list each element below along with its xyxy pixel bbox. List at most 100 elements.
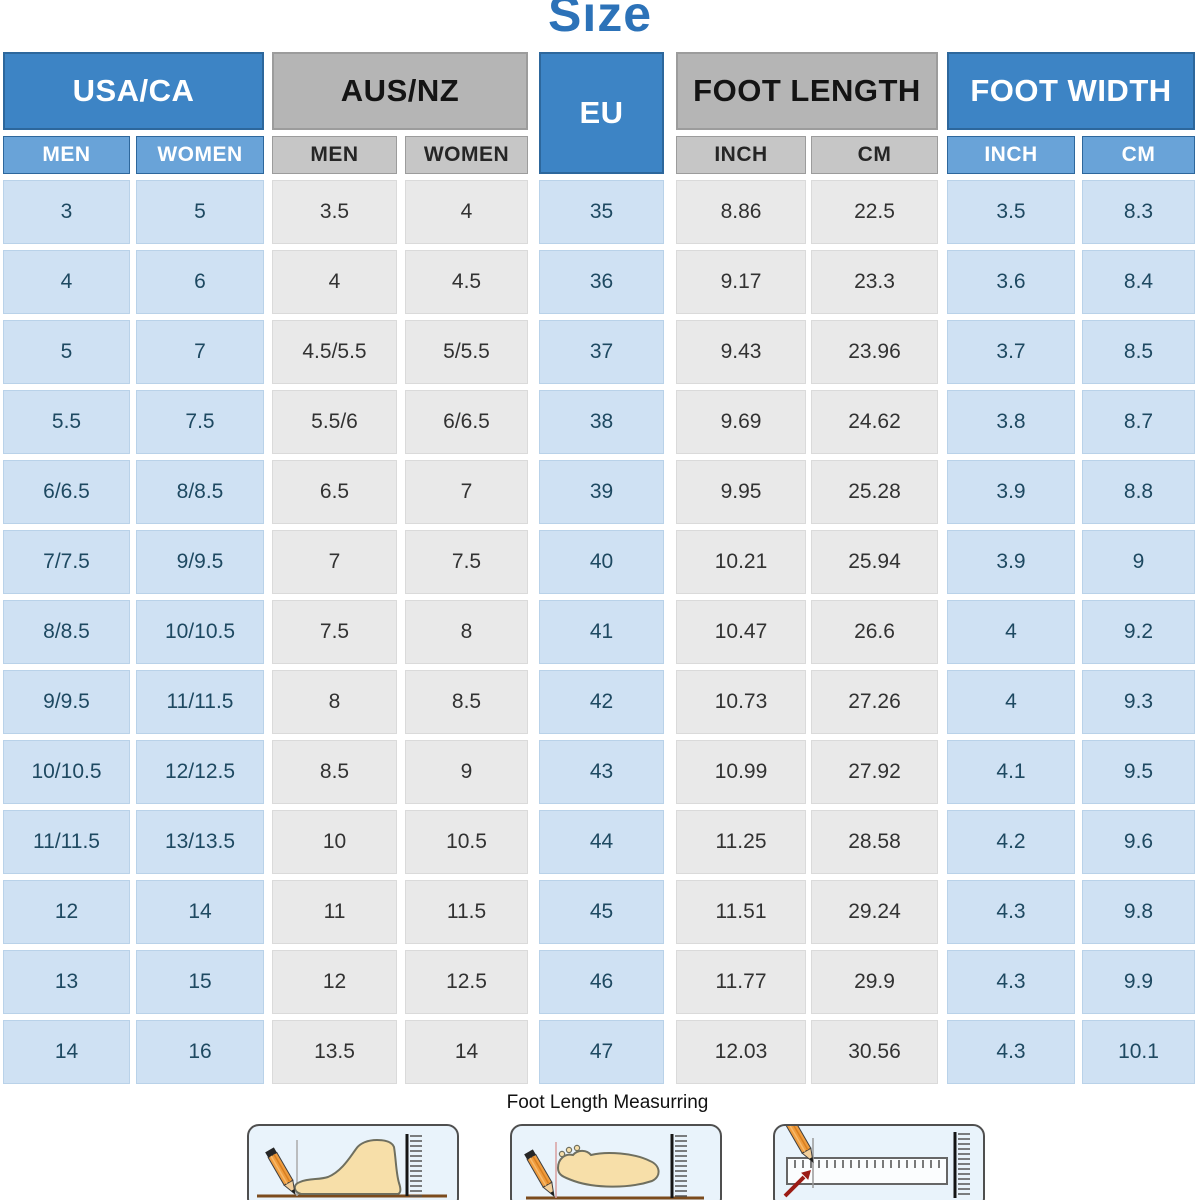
size-cell: 26.6 — [811, 600, 938, 664]
size-cell: 8.3 — [1082, 180, 1195, 244]
size-cell: 11 — [272, 880, 397, 944]
size-cell: 10.5 — [405, 810, 528, 874]
size-cell: 13 — [3, 950, 130, 1014]
subheader-length-inch: INCH — [676, 136, 806, 174]
subheader-width-cm: CM — [1082, 136, 1195, 174]
size-cell: 10/10.5 — [3, 740, 130, 804]
size-cell: 3.9 — [947, 530, 1075, 594]
size-cell: 22.5 — [811, 180, 938, 244]
foot-side-measuring-box — [247, 1124, 459, 1200]
size-cell: 8.5 — [1082, 320, 1195, 384]
size-cell: 5.5 — [3, 390, 130, 454]
size-cell: 9.6 — [1082, 810, 1195, 874]
size-cell: 4 — [947, 600, 1075, 664]
subheader-width-inch: INCH — [947, 136, 1075, 174]
size-cell: 12.03 — [676, 1020, 806, 1084]
size-cell: 37 — [539, 320, 664, 384]
ruler-measuring-icon — [783, 1126, 970, 1198]
size-cell: 8.7 — [1082, 390, 1195, 454]
measuring-illustrations — [247, 1124, 985, 1200]
size-cell: 47 — [539, 1020, 664, 1084]
size-cell: 14 — [3, 1020, 130, 1084]
size-cell: 8/8.5 — [136, 460, 264, 524]
size-cell: 10.99 — [676, 740, 806, 804]
subheader-usa-women: WOMEN — [136, 136, 264, 174]
size-cell: 12 — [3, 880, 130, 944]
size-cell: 23.96 — [811, 320, 938, 384]
size-cell: 15 — [136, 950, 264, 1014]
size-cell: 7.5 — [272, 600, 397, 664]
size-cell: 6/6.5 — [405, 390, 528, 454]
size-cell: 9.95 — [676, 460, 806, 524]
size-cell: 11/11.5 — [3, 810, 130, 874]
size-cell: 11.5 — [405, 880, 528, 944]
size-cell: 38 — [539, 390, 664, 454]
size-cell: 8.4 — [1082, 250, 1195, 314]
size-cell: 3.6 — [947, 250, 1075, 314]
foot-sole-measuring-icon — [524, 1134, 704, 1200]
size-cell: 35 — [539, 180, 664, 244]
size-cell: 11/11.5 — [136, 670, 264, 734]
subheader-aus-men: MEN — [272, 136, 397, 174]
size-cell: 7.5 — [136, 390, 264, 454]
subheader-aus-women: WOMEN — [405, 136, 528, 174]
header-foot-width: FOOT WIDTH — [947, 52, 1195, 130]
size-cell: 27.92 — [811, 740, 938, 804]
size-cell: 3.7 — [947, 320, 1075, 384]
ruler-measuring-box — [773, 1124, 985, 1200]
subheader-usa-men: MEN — [3, 136, 130, 174]
size-cell: 9 — [1082, 530, 1195, 594]
header-foot-length: FOOT LENGTH — [676, 52, 938, 130]
size-cell: 4 — [405, 180, 528, 244]
size-cell: 8.86 — [676, 180, 806, 244]
size-cell: 8/8.5 — [3, 600, 130, 664]
size-cell: 30.56 — [811, 1020, 938, 1084]
size-cell: 36 — [539, 250, 664, 314]
size-cell: 9.9 — [1082, 950, 1195, 1014]
size-cell: 4.1 — [947, 740, 1075, 804]
size-cell: 29.24 — [811, 880, 938, 944]
size-cell: 25.94 — [811, 530, 938, 594]
size-cell: 42 — [539, 670, 664, 734]
size-cell: 10.73 — [676, 670, 806, 734]
size-cell: 24.62 — [811, 390, 938, 454]
size-cell: 9.5 — [1082, 740, 1195, 804]
size-cell: 7/7.5 — [3, 530, 130, 594]
size-cell: 14 — [136, 880, 264, 944]
size-cell: 23.3 — [811, 250, 938, 314]
size-cell: 4 — [947, 670, 1075, 734]
size-cell: 39 — [539, 460, 664, 524]
size-cell: 10.1 — [1082, 1020, 1195, 1084]
size-cell: 9 — [405, 740, 528, 804]
size-cell: 6/6.5 — [3, 460, 130, 524]
size-cell: 9.43 — [676, 320, 806, 384]
size-cell: 7 — [405, 460, 528, 524]
size-cell: 25.28 — [811, 460, 938, 524]
size-cell: 45 — [539, 880, 664, 944]
size-cell: 3.5 — [272, 180, 397, 244]
size-cell: 3.5 — [947, 180, 1075, 244]
size-cell: 9.17 — [676, 250, 806, 314]
size-cell: 8.8 — [1082, 460, 1195, 524]
size-cell: 4.3 — [947, 950, 1075, 1014]
subheader-length-cm: CM — [811, 136, 938, 174]
size-cell: 7 — [272, 530, 397, 594]
size-cell: 4.2 — [947, 810, 1075, 874]
size-cell: 8.5 — [272, 740, 397, 804]
page-title-text: Size — [547, 0, 653, 40]
size-cell: 7 — [136, 320, 264, 384]
size-cell: 10/10.5 — [136, 600, 264, 664]
header-usa-ca: USA/CA — [3, 52, 264, 130]
size-cell: 4.3 — [947, 1020, 1075, 1084]
size-cell: 10.21 — [676, 530, 806, 594]
size-cell: 9.69 — [676, 390, 806, 454]
size-cell: 5 — [3, 320, 130, 384]
size-cell: 5 — [136, 180, 264, 244]
size-cell: 9.3 — [1082, 670, 1195, 734]
size-cell: 27.26 — [811, 670, 938, 734]
size-cell: 10.47 — [676, 600, 806, 664]
size-cell: 8 — [405, 600, 528, 664]
size-cell: 3.8 — [947, 390, 1075, 454]
size-cell: 4 — [3, 250, 130, 314]
